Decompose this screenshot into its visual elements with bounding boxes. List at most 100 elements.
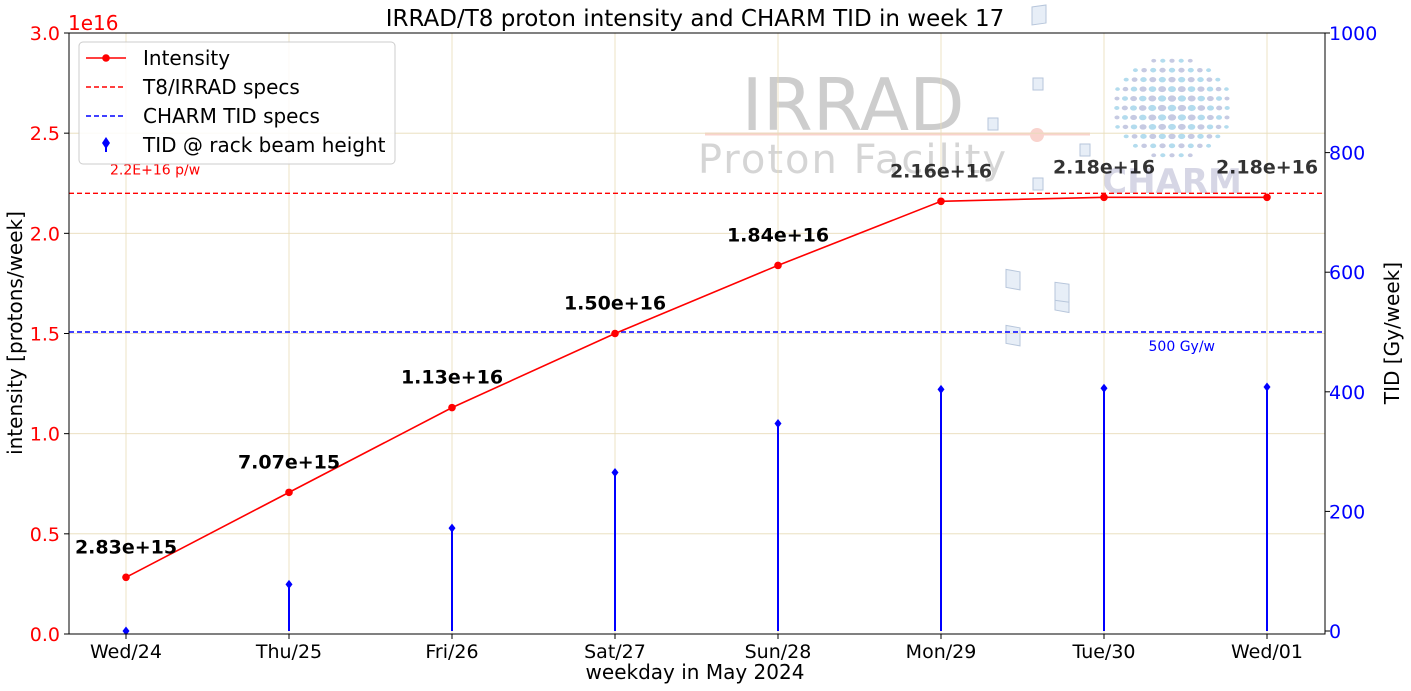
charm-logo-dot — [1150, 67, 1157, 73]
y-axis-right: 0 200 400 600 800 1000 — [1325, 23, 1377, 643]
charm-logo-dot — [1177, 104, 1187, 112]
charm-logo-dot — [1122, 86, 1129, 92]
charm-logo-dot — [1224, 125, 1229, 129]
tid-point — [285, 579, 293, 589]
charm-logo-dot — [1187, 67, 1194, 73]
y-tick-label: 1.5 — [30, 324, 60, 346]
charm-logo-dot — [1168, 76, 1176, 83]
charm-logo-dot — [1207, 105, 1214, 111]
charm-logo-dot — [1178, 133, 1186, 140]
tid-point — [122, 626, 130, 636]
y-tick-label: 0.0 — [30, 624, 60, 646]
charm-logo-dot — [1197, 68, 1203, 73]
charm-logo-dot — [1187, 104, 1196, 112]
charm-logo-dot — [1187, 77, 1195, 83]
charm-logo-dot — [1140, 77, 1147, 83]
charm-logo-dot — [1168, 67, 1176, 73]
charm-logo-dot — [1130, 95, 1138, 102]
charm-logo-dot — [1139, 95, 1147, 102]
charm-logo-dot — [1168, 123, 1176, 130]
charm-logo-dot — [1149, 133, 1157, 139]
charm-logo-text: CHARM — [1102, 162, 1242, 202]
charm-logo-dot — [1138, 105, 1147, 111]
charm-logo-dot — [1168, 143, 1176, 149]
x-tick-label: Mon/29 — [906, 641, 977, 663]
data-labels: 2.83e+15 7.07e+15 1.13e+16 1.50e+16 1.84e+16… — [75, 156, 1318, 558]
charm-logo-dot — [1167, 104, 1177, 112]
charm-logo-dot — [1169, 153, 1175, 158]
charm-logo-dot — [1215, 96, 1223, 101]
charm-logo-dot — [1178, 76, 1186, 83]
charm-logo-dot — [1187, 143, 1194, 149]
intensity-line — [125, 196, 1267, 579]
charm-logo-dot — [1115, 87, 1120, 91]
charm-logo-dot — [1224, 87, 1229, 91]
intensity-data-label: 2.16e+16 — [890, 160, 992, 182]
intensity-point — [1100, 193, 1108, 202]
charm-logo-dot — [1197, 105, 1206, 111]
y-tick-label: 3.0 — [30, 23, 60, 45]
charm-logo-dot — [1139, 86, 1147, 92]
charm-logo-dot — [1206, 143, 1212, 148]
x-axis-label: weekday in May 2024 — [586, 660, 805, 684]
charm-logo-dot — [1148, 124, 1157, 130]
charm-logo-dot — [1187, 58, 1193, 63]
y-tick-label: 2.5 — [30, 123, 60, 145]
charm-logo-emblem — [1114, 58, 1230, 158]
charm-logo-dot — [1115, 125, 1120, 129]
legend-label: TID @ rack beam height — [142, 133, 386, 157]
intensity-data-label: 2.18e+16 — [1053, 156, 1155, 178]
charm-logo-dot — [1206, 77, 1213, 82]
charm-logo-dot — [1206, 86, 1214, 92]
charm-logo-dot — [1187, 86, 1196, 92]
charm-logo-dot — [1206, 134, 1213, 139]
logo-watermarks: IRRAD Proton Facility CHARM — [698, 4, 1242, 347]
charm-logo-dot — [1139, 124, 1147, 130]
tid-stem-series — [122, 382, 1271, 636]
tid-point — [448, 523, 456, 533]
charm-logo-dot — [1178, 58, 1184, 63]
legend-box — [78, 41, 396, 165]
y-tick-label: 1.0 — [30, 424, 60, 446]
intensity-point — [937, 197, 945, 206]
legend-marker-circle — [102, 54, 110, 62]
charm-logo-dot — [1131, 134, 1138, 139]
legend-item-tid: TID @ rack beam height — [102, 133, 386, 157]
x-tick-label: Wed/01 — [1231, 641, 1303, 663]
charm-logo-dot — [1114, 115, 1120, 120]
x-axis: Wed/24 Thu/25 Fri/26 Sat/27 Sun/28 Mon/29 Tue/… — [90, 634, 1303, 663]
charm-logo-dot — [1187, 95, 1196, 102]
intensity-point — [611, 329, 619, 338]
y-right-tick-label: 400 — [1329, 382, 1365, 404]
intensity-data-label: 1.50e+16 — [564, 293, 666, 315]
charm-logo-dot — [1114, 96, 1120, 101]
charm-logo-dot — [1151, 153, 1157, 158]
intensity-data-label: 2.18e+16 — [1216, 156, 1318, 178]
charm-logo-dot — [1224, 96, 1230, 101]
charm-logo-dot — [1114, 106, 1120, 110]
charm-logo-dot — [1159, 67, 1166, 73]
charm-logo-dot — [1187, 114, 1196, 121]
chart-title: IRRAD/T8 proton intensity and CHARM TID … — [386, 6, 1005, 32]
charm-logo-dot — [1177, 86, 1186, 93]
tid-point — [1263, 382, 1271, 392]
irrad-logo-emblem — [987, 4, 1091, 347]
charm-logo-dot — [1215, 124, 1222, 130]
charm-logo-dot — [1123, 134, 1129, 139]
charm-logo-dot — [1206, 68, 1212, 73]
charm-logo-dot — [1159, 143, 1166, 149]
charm-logo-dot — [1178, 153, 1184, 158]
intensity-point — [448, 403, 456, 412]
y-tick-label: 0.5 — [30, 524, 60, 546]
charm-specs-label: 500 Gy/w — [1149, 339, 1215, 355]
y-axis-label: intensity [protons/week] — [3, 211, 27, 455]
charm-logo-dot — [1160, 58, 1166, 63]
charm-logo-dot — [1178, 67, 1185, 73]
y-axis-left: 0.0 0.5 1.0 1.5 2.0 2.5 3.0 — [30, 23, 69, 646]
x-tick-label: Tue/30 — [1071, 641, 1135, 663]
y-right-tick-label: 200 — [1329, 501, 1365, 523]
intensity-data-label: 2.83e+15 — [75, 536, 177, 558]
charm-logo-dot — [1197, 86, 1205, 92]
legend-label: Intensity — [143, 46, 230, 70]
